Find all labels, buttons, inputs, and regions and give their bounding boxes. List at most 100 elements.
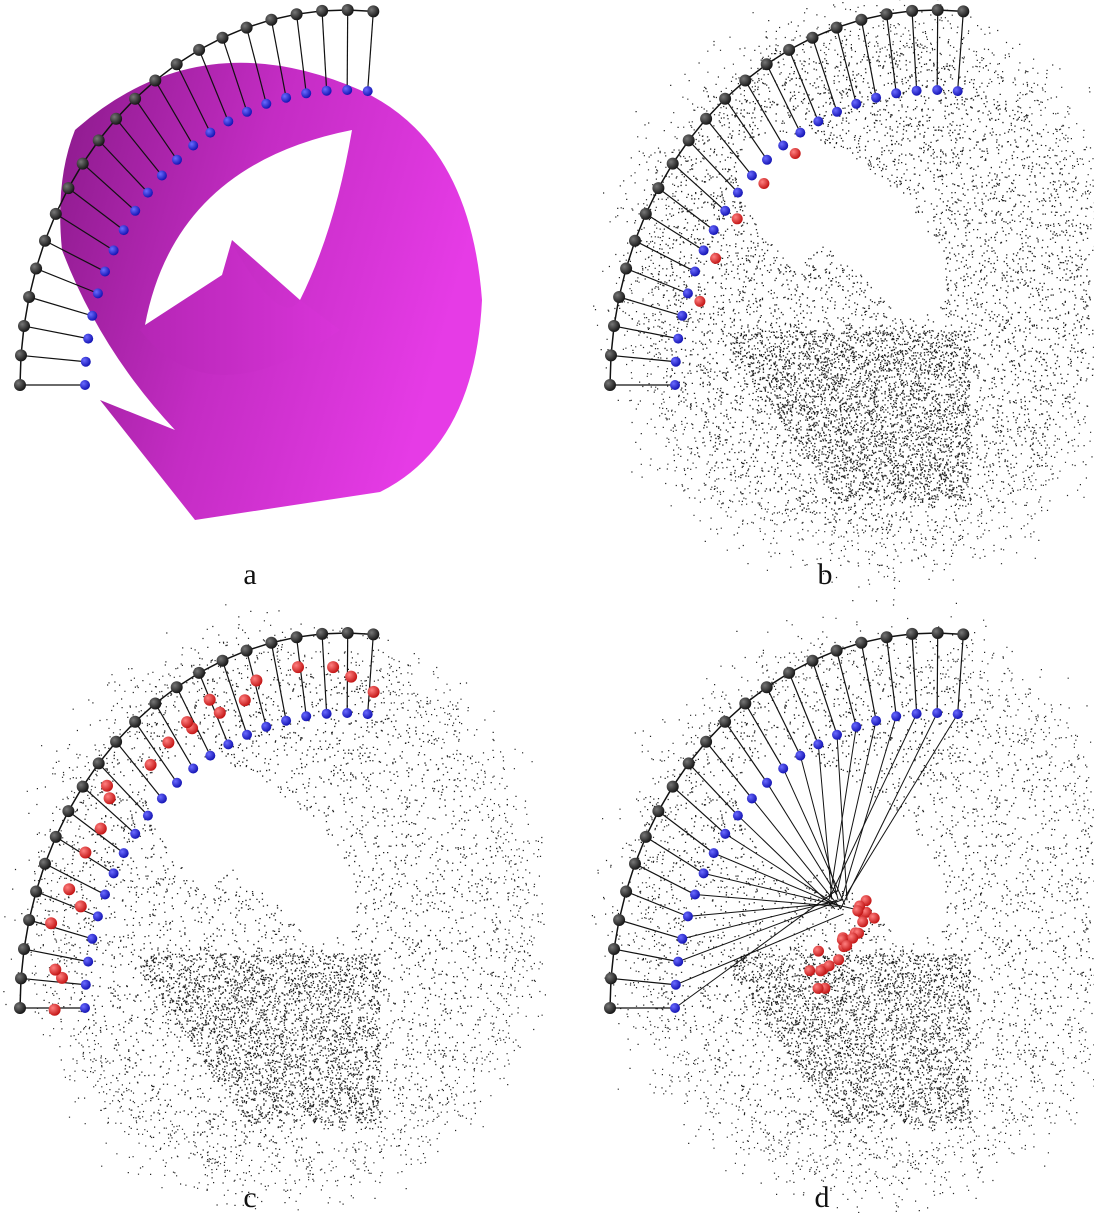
node-red [327, 661, 339, 673]
node-red [49, 1004, 61, 1016]
node-red [292, 661, 304, 673]
node-black [171, 681, 183, 693]
node-black [807, 655, 819, 667]
node-blue [912, 709, 922, 719]
link-line [611, 355, 676, 361]
node-blue [709, 225, 719, 235]
node-blue [670, 1003, 680, 1013]
node-blue [871, 716, 881, 726]
node-blue [188, 141, 198, 151]
node-black [604, 1002, 616, 1014]
node-black [93, 757, 105, 769]
node-red [869, 913, 880, 924]
node-red [694, 296, 705, 307]
node-black [807, 32, 819, 44]
link-line [837, 721, 876, 892]
link-line [752, 799, 840, 909]
node-blue [690, 890, 700, 900]
node-black [193, 667, 205, 679]
node-black [719, 716, 731, 728]
node-blue [81, 980, 91, 990]
node-blue [93, 288, 103, 298]
node-blue [172, 155, 182, 165]
node-blue [932, 708, 942, 718]
link-line [767, 687, 801, 755]
node-black [739, 75, 751, 87]
link-line [635, 864, 695, 895]
node-blue [172, 778, 182, 788]
node-red [75, 900, 87, 912]
node-black [291, 631, 303, 643]
node-black [316, 628, 328, 640]
node-black [906, 5, 918, 17]
node-black [110, 736, 122, 748]
node-blue [143, 811, 153, 821]
node-black [316, 5, 328, 17]
node-black [605, 349, 617, 361]
link-line [789, 673, 818, 744]
link-line [24, 949, 88, 962]
node-blue [100, 267, 110, 277]
node-red [833, 954, 844, 965]
node-black [652, 805, 664, 817]
node-blue [363, 709, 373, 719]
link-line [614, 949, 678, 962]
node-blue [891, 711, 901, 721]
node-blue [932, 85, 942, 95]
link-line [271, 643, 286, 721]
node-black [640, 831, 652, 843]
node-black [50, 831, 62, 843]
link-line [887, 637, 897, 716]
panel-label: a [243, 558, 256, 591]
node-black [30, 263, 42, 275]
link-line [846, 714, 958, 896]
node-black [932, 4, 944, 16]
node-black [367, 628, 379, 640]
node-blue [100, 890, 110, 900]
node-blue [673, 334, 683, 344]
node-red [79, 847, 91, 859]
node-red [162, 737, 174, 749]
link-line [614, 326, 678, 339]
node-black [149, 698, 161, 710]
node-black [77, 781, 89, 793]
node-red [250, 675, 262, 687]
node-blue [670, 380, 680, 390]
node-red [345, 671, 357, 683]
node-blue [188, 764, 198, 774]
link-line [841, 716, 896, 900]
node-blue [671, 980, 681, 990]
node-blue [119, 848, 129, 858]
link-line [635, 241, 695, 272]
node-black [110, 113, 122, 125]
link-line [21, 978, 86, 984]
node-blue [871, 93, 881, 103]
node-red [181, 716, 193, 728]
node-blue [322, 86, 332, 96]
node-blue [720, 206, 730, 216]
link-line [675, 891, 836, 1008]
surface-body [60, 63, 482, 520]
node-black [241, 645, 253, 657]
node-blue [281, 93, 291, 103]
node-blue [953, 86, 963, 96]
node-blue [223, 116, 233, 126]
node-blue [109, 245, 119, 255]
link-line [958, 634, 964, 714]
panel-label: d [815, 1181, 830, 1213]
node-blue [699, 245, 709, 255]
link-line [937, 633, 938, 713]
node-blue [709, 848, 719, 858]
node-blue [912, 86, 922, 96]
node-blue [733, 188, 743, 198]
node-black [14, 379, 26, 391]
node-blue [83, 957, 93, 967]
node-black [683, 134, 695, 146]
node-blue [733, 811, 743, 821]
node-blue [851, 99, 861, 109]
node-blue [677, 934, 687, 944]
node-black [14, 1002, 26, 1014]
node-blue [157, 794, 167, 804]
link-line [958, 11, 964, 91]
node-black [15, 972, 27, 984]
